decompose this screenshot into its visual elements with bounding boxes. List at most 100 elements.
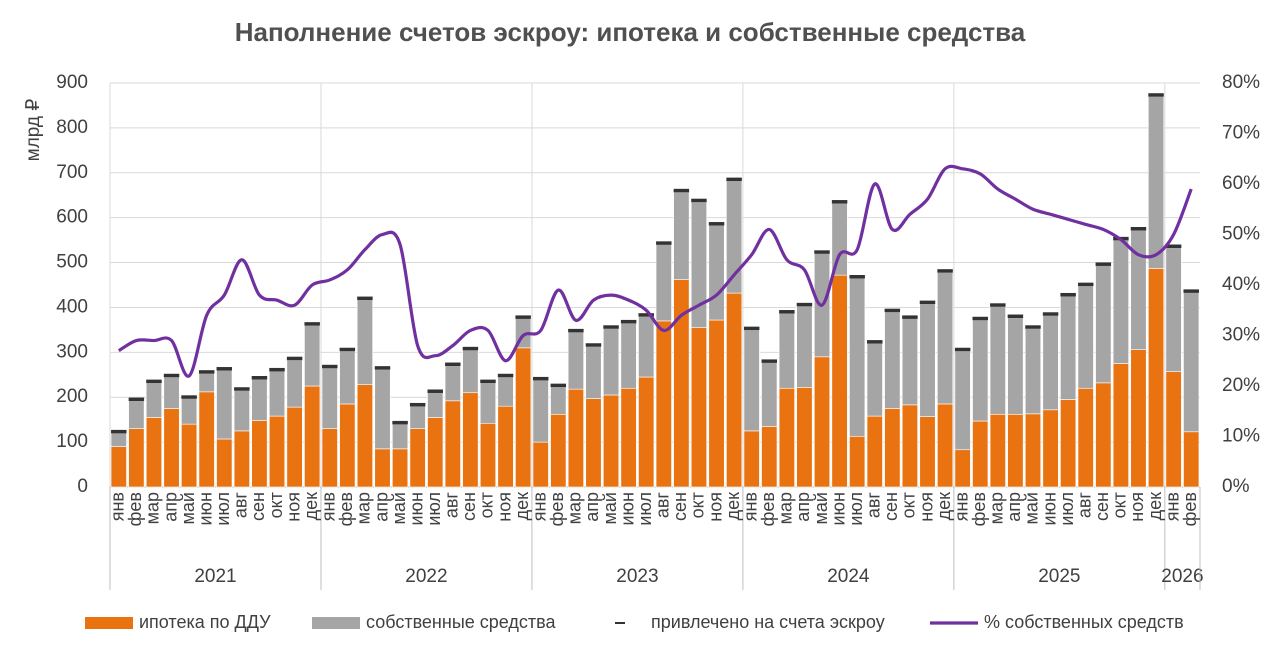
- bar: [743, 329, 760, 432]
- bar: [321, 428, 338, 488]
- legend-label: ипотека по ДДУ: [139, 612, 271, 632]
- x-tick-label: фев: [758, 492, 778, 526]
- bar: [233, 430, 250, 488]
- bar: [901, 404, 918, 488]
- y2-tick-label: 60%: [1222, 173, 1260, 194]
- x-tick-label: ноя: [916, 492, 936, 522]
- x-tick-label: май: [1022, 492, 1042, 524]
- x-tick-label: май: [389, 492, 409, 524]
- bar: [638, 316, 655, 378]
- x-tick-label: фев: [125, 492, 145, 526]
- x-tick-label: авг: [442, 492, 462, 519]
- bar: [937, 403, 954, 488]
- bar: [233, 390, 250, 432]
- x-tick-label: июн: [1039, 492, 1059, 526]
- bar: [1130, 349, 1147, 488]
- bar: [110, 432, 127, 447]
- x-tick-label: дек: [512, 492, 532, 521]
- y-tick-label: 700: [56, 162, 88, 183]
- bar: [743, 430, 760, 488]
- bar: [1060, 295, 1077, 400]
- x-tick-label: янв: [951, 492, 971, 521]
- bar: [585, 346, 602, 399]
- bar: [251, 378, 268, 421]
- bar: [884, 311, 901, 409]
- bar: [462, 392, 479, 488]
- x-tick-label: авг: [231, 492, 251, 519]
- bar: [532, 379, 549, 443]
- x-tick-label: апр: [582, 492, 602, 522]
- bar: [796, 305, 813, 388]
- bar: [356, 384, 373, 488]
- bar: [550, 386, 567, 415]
- x-tick-label: янв: [108, 492, 128, 521]
- x-tick-label: ноя: [494, 492, 514, 522]
- bar: [849, 277, 866, 437]
- bar: [954, 449, 971, 488]
- bar: [374, 369, 391, 450]
- bar: [1112, 239, 1129, 364]
- bar: [1042, 315, 1059, 411]
- bar: [128, 428, 145, 488]
- bar: [515, 347, 532, 488]
- x-tick-label: май: [811, 492, 831, 524]
- y-axis-label: млрд ₽: [23, 99, 44, 162]
- bar: [392, 423, 409, 450]
- x-tick-label: окт: [477, 492, 497, 518]
- x-tick-label: апр: [793, 492, 813, 522]
- bar: [1077, 387, 1094, 488]
- year-label: 2023: [616, 566, 658, 587]
- bar: [603, 394, 620, 488]
- bar: [972, 420, 989, 488]
- bar: [356, 299, 373, 385]
- bar: [409, 405, 426, 429]
- x-tick-label: мар: [565, 492, 585, 524]
- bar: [339, 403, 356, 488]
- x-tick-label: авг: [864, 492, 884, 519]
- bar: [884, 408, 901, 488]
- x-tick-label: мар: [354, 492, 374, 524]
- bar: [532, 441, 549, 488]
- y-tick-label: 300: [56, 341, 88, 362]
- x-tick-label: окт: [899, 492, 919, 518]
- bar: [304, 325, 321, 387]
- y2-tick-label: 70%: [1222, 123, 1260, 144]
- bar: [497, 376, 514, 407]
- bar: [919, 416, 936, 488]
- x-tick-label: сен: [248, 492, 268, 521]
- bar: [620, 322, 637, 389]
- chart-title: Наполнение счетов эскроу: ипотека и собс…: [235, 17, 1026, 47]
- legend-swatch: [85, 617, 133, 629]
- bar: [128, 400, 145, 429]
- bar: [708, 319, 725, 488]
- x-tick-label: ноя: [705, 492, 725, 522]
- x-tick-label: сен: [1092, 492, 1112, 521]
- bar: [268, 370, 286, 417]
- bar: [321, 367, 338, 429]
- bar: [198, 373, 215, 393]
- bar: [1148, 96, 1165, 269]
- bar: [901, 318, 918, 406]
- y-tick-label: 800: [56, 117, 88, 138]
- bar: [1183, 431, 1200, 488]
- x-tick-label: апр: [371, 492, 391, 522]
- year-label: 2026: [1161, 566, 1203, 587]
- bar: [1060, 399, 1077, 488]
- bar: [163, 376, 180, 409]
- y2-tick-label: 10%: [1222, 426, 1260, 447]
- bar: [989, 413, 1006, 488]
- bar: [462, 349, 479, 394]
- bar: [198, 391, 215, 488]
- year-label: 2024: [827, 566, 870, 587]
- year-label: 2025: [1038, 566, 1080, 587]
- bar: [216, 369, 233, 440]
- bar: [304, 385, 321, 488]
- bar: [392, 448, 409, 488]
- y-tick-label: 0: [77, 476, 88, 497]
- bar: [1165, 371, 1182, 488]
- bar: [690, 327, 707, 488]
- bar: [550, 413, 567, 488]
- bar: [585, 398, 602, 488]
- bar: [181, 423, 198, 488]
